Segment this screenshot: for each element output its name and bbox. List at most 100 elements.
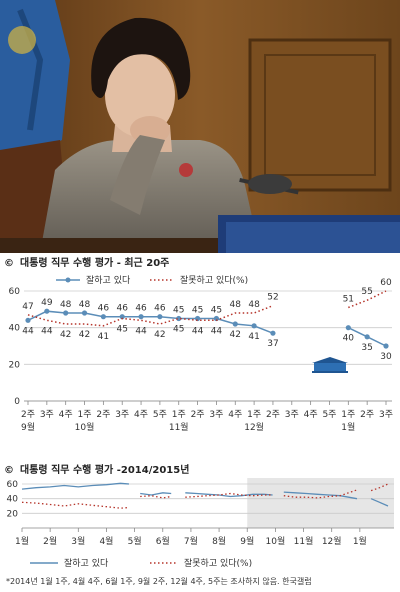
jacket <box>40 140 260 253</box>
brooch <box>179 163 193 177</box>
approve-line-2014 <box>140 492 172 496</box>
chart1-title: 대통령 직무 수행 평가 - 최근 20주 <box>20 256 169 269</box>
disapprove-value-label: 44 <box>211 326 223 336</box>
approve-value-label: 37 <box>267 339 278 349</box>
chart2-y-tick: 20 <box>7 509 19 519</box>
disapprove-value-label: 45 <box>116 325 127 335</box>
chart1-x-tick: 1주 <box>78 409 92 420</box>
approve-line <box>27 310 274 334</box>
chart1-x-tick: 2주 <box>21 409 35 420</box>
disapprove-value-label: 44 <box>192 326 204 336</box>
chart1-x-tick: 2주 <box>266 409 280 420</box>
chart2-x-tick: 12월 <box>322 535 342 547</box>
approve-value-label: 46 <box>116 304 128 314</box>
chart2-x-tick: 4월 <box>99 535 113 547</box>
blue-house-icon <box>312 357 348 373</box>
disapprove-line <box>348 290 387 309</box>
approve-point <box>364 334 370 340</box>
disapprove-value-label: 42 <box>79 330 90 340</box>
disapprove-value-label: 52 <box>267 293 278 303</box>
chart1-x-tick: 1주 <box>341 409 355 420</box>
microphone <box>248 174 292 194</box>
monitor-screen <box>226 222 400 253</box>
approve-value-label: 44 <box>22 326 34 336</box>
weekly-approval-chart: © 대통령 직무 수행 평가 - 최근 20주 잘하고 있다 잘못하고 있다(%… <box>4 256 393 433</box>
chart1-x-tick: 3주 <box>209 409 223 420</box>
approve-point <box>157 314 163 320</box>
chart1-icon: © <box>4 258 14 269</box>
chart1-month-label: 12월 <box>244 421 264 433</box>
wall-panel-inner <box>264 54 376 176</box>
chart2-x-tick: 10월 <box>266 535 286 547</box>
approve-value-label: 45 <box>211 306 222 316</box>
chart1-x-tick: 5주 <box>322 409 336 420</box>
flag-fold <box>17 8 44 131</box>
approve-value-label: 35 <box>361 343 372 353</box>
approve-point <box>345 325 351 331</box>
approve-value-label: 48 <box>60 300 72 310</box>
chart2-y-tick: 60 <box>7 480 19 490</box>
approve-point <box>119 314 125 320</box>
chart1-x-tick: 3주 <box>115 409 129 420</box>
approve-value-label: 46 <box>98 304 110 314</box>
chart2-x-tick: 1월 <box>353 535 367 547</box>
disapprove-value-label: 44 <box>41 326 53 336</box>
chart1-month-label: 9월 <box>21 421 35 433</box>
approve-line-2014 <box>283 491 358 500</box>
chart2-legend: 잘하고 있다 잘못하고 있다(%) <box>30 557 252 569</box>
legend2-disapprove-label: 잘못하고 있다(%) <box>184 557 252 569</box>
approve-value-label: 40 <box>343 334 355 344</box>
approve-value-label: 49 <box>41 298 53 308</box>
disapprove-line-2014 <box>370 483 389 492</box>
approve-line-2014 <box>21 482 130 490</box>
disapprove-value-label: 45 <box>173 325 184 335</box>
approve-point <box>383 343 389 349</box>
approve-point <box>81 310 88 316</box>
approve-line-2014 <box>370 498 389 507</box>
chart1-x-tick: 1주 <box>247 409 261 420</box>
disapprove-value-label: 42 <box>154 330 165 340</box>
approve-point <box>251 323 257 329</box>
chart2-x-tick: 7월 <box>184 535 198 547</box>
approve-value-label: 46 <box>154 304 166 314</box>
hair <box>91 17 191 101</box>
chart2-title: 대통령 직무 수행 평가 -2014/2015년 <box>20 463 189 476</box>
approve-point <box>194 315 201 322</box>
chart1-x-tick: 3주 <box>40 409 54 420</box>
disapprove-line-2014 <box>21 501 130 509</box>
chart2-x-tick: 1월 <box>15 535 29 547</box>
approve-value-label: 45 <box>173 306 184 316</box>
approve-point <box>176 315 182 322</box>
legend2-approve-label: 잘하고 있다 <box>64 557 109 569</box>
chart1-x-tick: 4주 <box>59 409 73 420</box>
chart1-x-tick: 2주 <box>96 409 110 420</box>
approve-point <box>232 321 238 327</box>
chart1-y-tick: 60 <box>9 287 21 297</box>
chart2-y-tick: 40 <box>7 495 19 505</box>
approve-point <box>270 330 276 336</box>
chart1-y-tick: 40 <box>9 324 21 334</box>
chart2-x-tick: 5월 <box>128 535 142 547</box>
chart1-x-tick: 1주 <box>172 409 186 420</box>
arm <box>110 135 165 215</box>
approve-value-label: 48 <box>79 300 91 310</box>
chart1-x-tick: 2주 <box>360 409 374 420</box>
disapprove-line-2014 <box>185 492 273 498</box>
approve-value-label: 42 <box>230 330 241 340</box>
chart1-x-tick: 4주 <box>134 409 148 420</box>
disapprove-value-label: 51 <box>343 295 354 305</box>
disapprove-value-label: 44 <box>135 326 147 336</box>
approve-value-label: 45 <box>192 306 203 316</box>
legend-approve-marker <box>65 277 71 283</box>
disapprove-value-label: 47 <box>22 302 33 312</box>
approve-value-label: 41 <box>248 332 259 342</box>
legend-disapprove-label: 잘못하고 있다(%) <box>180 274 248 286</box>
yearly-approval-chart: © 대통령 직무 수행 평가 -2014/2015년 20 40 60 1월 2월 3월 4… <box>4 463 394 586</box>
chart2-x-tick: 9월 <box>240 535 254 547</box>
chart2-x-tick: 3월 <box>71 535 85 547</box>
disapprove-value-label: 48 <box>230 300 242 310</box>
chart1-month-label: 11월 <box>169 421 189 433</box>
approve-point <box>138 314 144 320</box>
chart1-x-tick: 4주 <box>304 409 318 420</box>
disapprove-value-label: 41 <box>98 332 109 342</box>
